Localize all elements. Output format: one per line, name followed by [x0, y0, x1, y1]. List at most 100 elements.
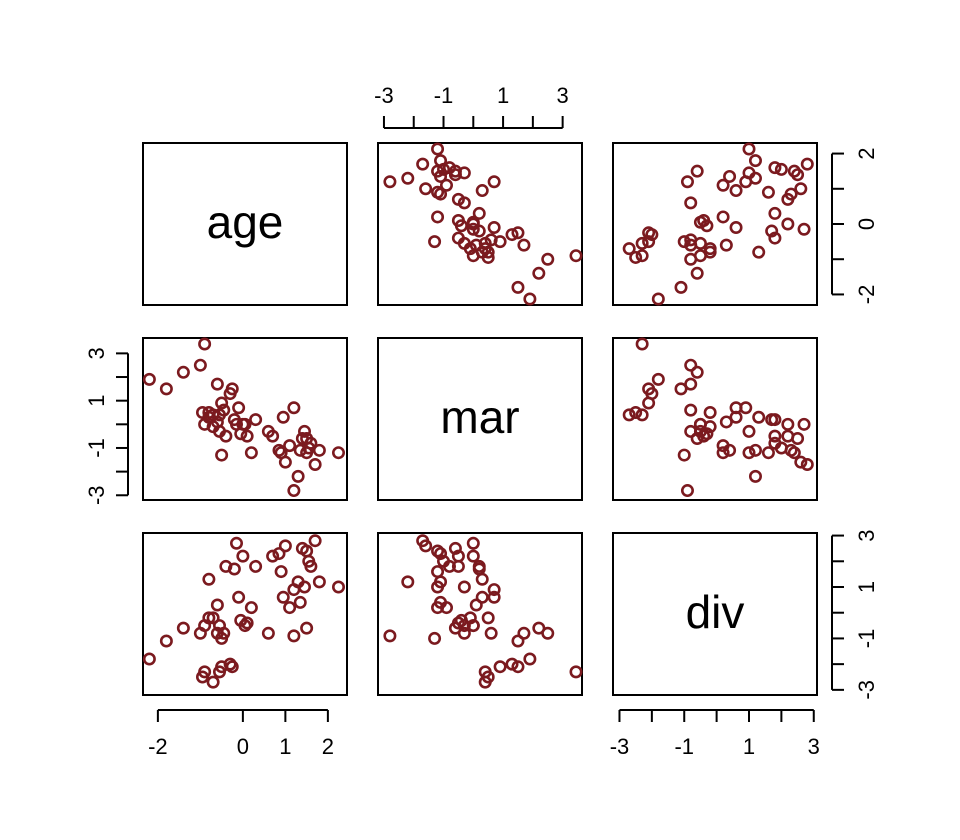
point-mar-vs-div: [794, 455, 808, 469]
point-div-vs-age: [232, 590, 246, 604]
point-div-vs-mar: [481, 670, 495, 684]
point-div-vs-mar: [448, 541, 462, 555]
point-div-vs-mar: [472, 559, 486, 573]
panel-age-vs-mar: [377, 142, 583, 306]
point-age-vs-mar: [431, 142, 445, 156]
point-age-vs-div: [684, 233, 698, 247]
point-age-vs-div: [781, 217, 795, 231]
point-mar-vs-div: [684, 424, 698, 438]
point-age-vs-div: [651, 292, 665, 306]
point-div-vs-age: [206, 611, 220, 625]
point-div-vs-age: [276, 590, 290, 604]
point-mar-vs-age: [213, 424, 227, 438]
point-div-vs-age: [304, 559, 318, 573]
diagonal-label-age: age: [207, 196, 284, 248]
point-age-vs-mar: [481, 245, 495, 259]
point-mar-vs-div: [703, 405, 717, 419]
point-mar-vs-div: [622, 408, 636, 422]
point-age-vs-mar: [401, 171, 415, 185]
point-div-vs-age: [266, 549, 280, 563]
point-age-vs-mar: [434, 154, 448, 168]
point-age-vs-div: [800, 157, 814, 171]
diagonal-label-mar: mar: [440, 391, 519, 443]
point-div-vs-age: [202, 572, 216, 586]
point-age-vs-mar: [484, 233, 498, 247]
point-age-vs-mar: [383, 175, 397, 189]
point-age-vs-mar: [431, 210, 445, 224]
point-age-vs-div: [642, 235, 656, 249]
point-div-vs-mar: [431, 544, 445, 558]
point-div-vs-mar: [523, 652, 537, 666]
point-div-vs-age: [234, 613, 248, 627]
point-age-vs-div: [768, 231, 782, 245]
axis-right-age-tick-label: -2: [854, 285, 879, 305]
point-age-vs-mar: [448, 164, 462, 178]
point-mar-vs-div: [684, 358, 698, 372]
point-mar-vs-age: [278, 455, 292, 469]
point-mar-vs-age: [232, 401, 246, 415]
point-mar-vs-div: [684, 377, 698, 391]
point-div-vs-age: [223, 657, 237, 671]
point-mar-vs-div: [791, 432, 805, 446]
panel-mar-vs-mar: [377, 337, 583, 501]
point-age-vs-div: [784, 187, 798, 201]
point-div-vs-age: [278, 539, 292, 553]
point-age-vs-mar: [487, 175, 501, 189]
point-age-vs-div: [677, 235, 691, 249]
point-mar-vs-age: [283, 439, 297, 453]
point-mar-vs-age: [249, 413, 263, 427]
point-mar-vs-age: [308, 458, 322, 472]
point-age-vs-div: [765, 224, 779, 238]
axis-right-age-tick-label: 2: [854, 147, 879, 159]
point-age-vs-mar: [523, 292, 537, 306]
point-div-vs-mar: [434, 547, 448, 561]
point-mar-vs-div: [693, 417, 707, 431]
point-mar-vs-div: [748, 443, 762, 457]
point-mar-vs-div: [635, 337, 649, 351]
point-mar-vs-age: [244, 446, 258, 460]
point-mar-vs-div: [677, 448, 691, 462]
point-mar-vs-age: [300, 432, 314, 446]
point-mar-vs-age: [225, 382, 239, 396]
point-mar-vs-div: [684, 403, 698, 417]
point-mar-vs-age: [297, 424, 311, 438]
point-div-vs-mar: [457, 580, 471, 594]
panel-age-vs-age: [142, 142, 348, 306]
point-mar-vs-age: [142, 372, 156, 386]
point-mar-vs-age: [240, 429, 254, 443]
point-age-vs-mar: [416, 157, 430, 171]
point-div-vs-mar: [434, 595, 448, 609]
axis-left-mar-tick-label: 3: [84, 347, 109, 359]
point-div-vs-mar: [401, 575, 415, 589]
axis-bottom-div-tick-label: 3: [808, 734, 820, 759]
point-age-vs-div: [739, 175, 753, 189]
point-div-vs-mar: [451, 549, 465, 563]
axis-left-mar-tick-label: -3: [84, 485, 109, 505]
point-mar-vs-div: [742, 424, 756, 438]
point-div-vs-mar: [517, 626, 531, 640]
point-age-vs-div: [703, 245, 717, 259]
axis-bottom-div-tick-label: -1: [674, 734, 694, 759]
point-age-vs-mar: [487, 221, 501, 235]
panel-div-vs-age: [142, 532, 348, 696]
point-div-vs-age: [244, 601, 258, 615]
axis-bottom-age-tick-label: 0: [237, 734, 249, 759]
point-div-vs-age: [249, 559, 263, 573]
diagonal-label-div: div: [686, 586, 745, 638]
axis-top-mar-tick-label: 1: [497, 83, 509, 108]
point-div-vs-mar: [487, 590, 501, 604]
point-mar-vs-div: [781, 417, 795, 431]
point-mar-vs-age: [276, 410, 290, 424]
point-mar-vs-div: [680, 484, 694, 498]
point-age-vs-div: [642, 226, 656, 240]
point-mar-vs-div: [752, 410, 766, 424]
point-age-vs-div: [752, 245, 766, 259]
point-mar-vs-div: [800, 458, 814, 472]
point-div-vs-age: [293, 595, 307, 609]
point-age-vs-mar: [419, 182, 433, 196]
point-div-vs-age: [230, 536, 244, 550]
point-mar-vs-age: [198, 337, 212, 351]
point-age-vs-mar: [457, 196, 471, 210]
point-div-vs-age: [210, 598, 224, 612]
